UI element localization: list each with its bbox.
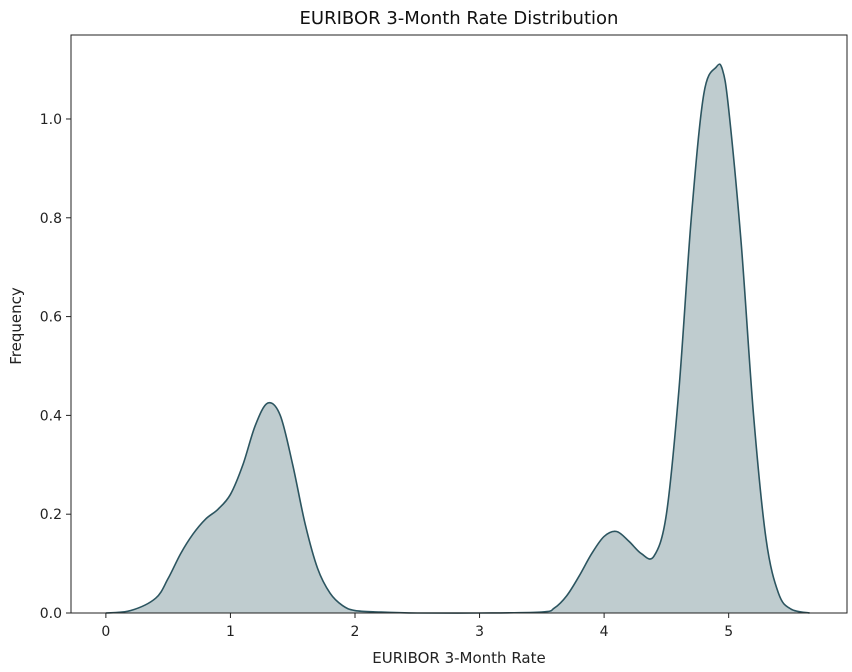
y-tick-label: 0.2 bbox=[40, 507, 62, 523]
chart-title: EURIBOR 3-Month Rate Distribution bbox=[300, 8, 619, 29]
x-tick-label: 3 bbox=[475, 624, 484, 640]
x-tick-label: 1 bbox=[226, 624, 235, 640]
x-tick-label: 0 bbox=[101, 624, 110, 640]
y-tick-label: 0.0 bbox=[40, 606, 62, 622]
density-line bbox=[105, 63, 810, 614]
plot-frame bbox=[70, 34, 848, 614]
y-tick-label: 1.0 bbox=[40, 112, 62, 128]
y-tick-label: 0.4 bbox=[40, 408, 62, 424]
x-axis-label: EURIBOR 3-Month Rate bbox=[372, 649, 545, 667]
y-axis-label: Frequency bbox=[7, 287, 25, 365]
y-tick-label: 0.6 bbox=[40, 310, 62, 326]
x-tick-label: 5 bbox=[724, 624, 733, 640]
y-tick-label: 0.8 bbox=[40, 211, 62, 227]
density-area bbox=[105, 64, 810, 614]
x-tick-label: 2 bbox=[351, 624, 360, 640]
x-tick-label: 4 bbox=[600, 624, 609, 640]
